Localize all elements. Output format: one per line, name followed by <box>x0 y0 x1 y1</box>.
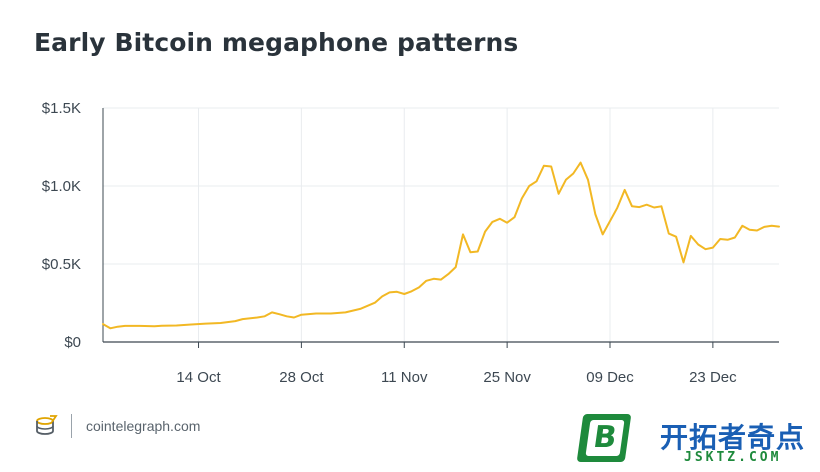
watermark-en-text: JSKTZ.COM <box>684 450 782 465</box>
watermark: B 开拓者奇点 JSKTZ.COM <box>576 414 810 468</box>
x-tick-label: 23 Dec <box>689 369 737 386</box>
x-tick-label: 28 Oct <box>279 369 324 386</box>
grid-layer <box>103 107 779 342</box>
y-tick-label: $1.5K <box>42 100 81 117</box>
x-tick-label: 14 Oct <box>176 369 221 386</box>
series-line <box>102 161 780 330</box>
x-tick-label: 09 Dec <box>586 369 634 386</box>
y-tick-label: $0 <box>64 334 81 351</box>
price-line-chart: $0 $0.5K $1.0K $1.5K 14 Oct 28 Oct 11 Nov 25 No… <box>42 100 780 386</box>
x-tick-label: 11 Nov <box>381 369 428 386</box>
axis-layer: $0 $0.5K $1.0K $1.5K 14 Oct 28 Oct 11 Nov 25 No… <box>42 100 779 386</box>
watermark-cn-text: 开拓者奇点 <box>660 421 806 454</box>
chart-title: Early Bitcoin megaphone patterns <box>34 28 519 57</box>
series-layer <box>102 161 780 330</box>
cointelegraph-logo-icon <box>36 415 58 435</box>
x-tick-label: 25 Nov <box>483 369 531 386</box>
footer-divider <box>71 414 72 438</box>
watermark-badge-letter: B <box>585 420 625 456</box>
y-tick-label: $0.5K <box>42 256 81 273</box>
footer-site-link[interactable]: cointelegraph.com <box>86 418 201 434</box>
y-tick-label: $1.0K <box>42 178 81 195</box>
watermark-badge-icon: B <box>576 414 632 462</box>
